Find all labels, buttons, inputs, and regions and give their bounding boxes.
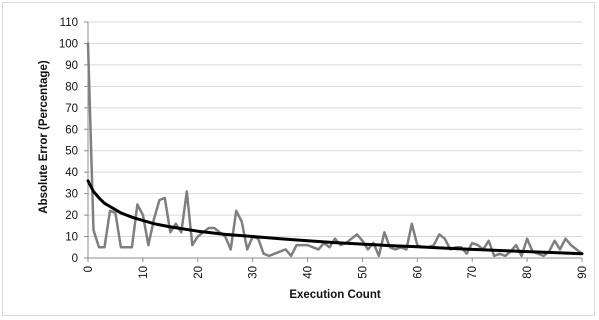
y-tick-label-70: 70: [65, 103, 78, 115]
y-tick-label-80: 80: [65, 81, 78, 93]
y-tick-label-20: 20: [65, 210, 78, 222]
series-group: [86, 42, 584, 258]
x-tick-label-20: 20: [193, 266, 205, 279]
x-tick-label-40: 40: [303, 266, 315, 279]
x-tick-label-0: 0: [83, 266, 95, 272]
trend-line: [86, 179, 584, 256]
x-tick-label-80: 80: [522, 266, 534, 279]
y-tick-label-100: 100: [59, 38, 78, 50]
y-tick-label-40: 40: [65, 167, 78, 179]
chart-frame: [2, 2, 595, 316]
y-tick-label-90: 90: [65, 60, 78, 72]
x-tick-label-70: 70: [467, 266, 479, 279]
error-series-line: [86, 42, 584, 258]
x-tick-label-50: 50: [357, 266, 369, 279]
x-tick-label-30: 30: [248, 266, 260, 279]
y-tick-label-60: 60: [65, 124, 78, 136]
y-tick-label-50: 50: [65, 146, 78, 158]
y-tick-label-30: 30: [65, 189, 78, 201]
y-tick-label-10: 10: [65, 232, 78, 244]
x-tick-label-60: 60: [412, 266, 424, 279]
axes: [87, 22, 582, 259]
x-axis-ticks: 0 10 20 30 40 50 60 70 80 90: [83, 258, 589, 279]
x-tick-label-10: 10: [138, 266, 150, 279]
y-tick-label-110: 110: [60, 17, 78, 29]
y-axis-ticks: 0 10 20 30 40 50 60 70 80 90 100 110: [59, 17, 88, 265]
x-axis-label: Execution Count: [289, 289, 381, 301]
x-tick-label-90: 90: [577, 266, 589, 279]
gridlines: [88, 21, 582, 238]
y-axis-label: Absolute Error (Percentage): [38, 60, 50, 214]
y-tick-label-0: 0: [72, 253, 78, 265]
